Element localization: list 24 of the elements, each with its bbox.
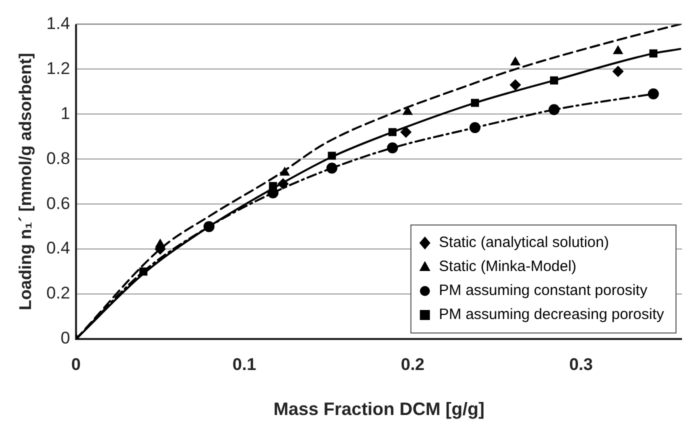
y-tick-label: 0.4 <box>46 238 70 258</box>
y-tick-label: 1.2 <box>46 58 70 78</box>
legend-label: PM assuming decreasing porosity <box>438 306 664 324</box>
y-tick-label: 0 <box>60 328 70 348</box>
x-tick-label: 0.2 <box>400 354 424 374</box>
x-tick-label: 0.1 <box>232 354 256 374</box>
point <box>612 66 624 77</box>
y-tick-label: 0.2 <box>46 284 70 303</box>
y-tick-label: 0.6 <box>46 194 70 213</box>
y-tick-label: 1 <box>60 104 70 123</box>
y-tick-label: 1.4 <box>46 14 70 33</box>
legend-label: Static (analytical solution) <box>438 234 609 252</box>
x-axis-title: Mass Fraction DCM [g/g] <box>274 399 485 420</box>
point <box>402 106 412 115</box>
y-tick-label: 0.8 <box>46 148 70 168</box>
point <box>648 88 659 100</box>
point <box>510 79 521 90</box>
legend-label: PM assuming constant porosity <box>438 282 648 300</box>
legend-label: Static (Minka-Model) <box>438 258 576 276</box>
point <box>510 56 520 66</box>
x-tick-label: 0.3 <box>569 354 593 374</box>
point <box>400 126 412 138</box>
point <box>613 46 623 54</box>
y-axis-title: Loading n₁´ [mmol/g adsorbent] <box>16 52 35 310</box>
